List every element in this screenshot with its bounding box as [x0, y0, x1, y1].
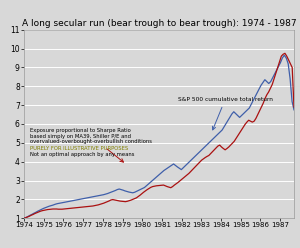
Title: A long secular run (bear trough to bear trough): 1974 - 1987: A long secular run (bear trough to bear …	[22, 19, 296, 28]
Text: Not an optimal approach by any means: Not an optimal approach by any means	[30, 152, 134, 157]
Text: S&P 500 cumulative total return: S&P 500 cumulative total return	[178, 97, 273, 130]
Text: Exposure proportional to Sharpe Ratio
based simply on MA39, Shiller P/E and
over: Exposure proportional to Sharpe Ratio ba…	[30, 128, 152, 162]
Text: PURELY FOR ILLUSTRATIVE PURPOSES: PURELY FOR ILLUSTRATIVE PURPOSES	[30, 146, 128, 151]
